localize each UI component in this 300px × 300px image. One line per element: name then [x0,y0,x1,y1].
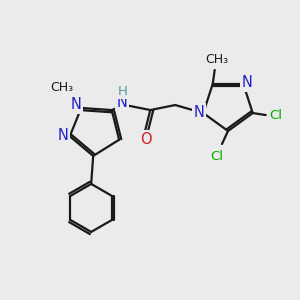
Text: Cl: Cl [211,149,224,163]
Text: CH₃: CH₃ [51,82,74,94]
Text: Cl: Cl [269,109,282,122]
Text: N: N [194,104,205,119]
Text: CH₃: CH₃ [205,53,228,67]
Text: N: N [117,94,128,110]
Text: N: N [71,98,82,112]
Text: O: O [140,131,152,146]
Text: N: N [57,128,68,143]
Text: N: N [242,76,253,91]
Text: H: H [117,85,127,98]
